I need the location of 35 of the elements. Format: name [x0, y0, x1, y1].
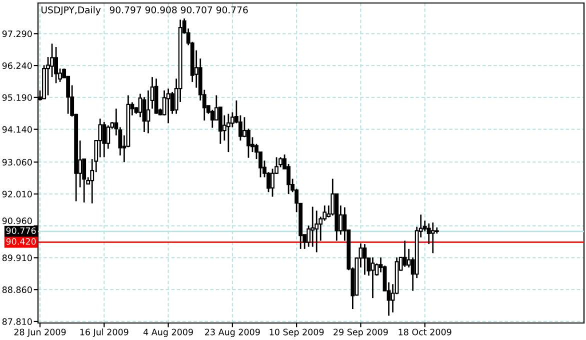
candlestick [102, 121, 106, 158]
y-tick-label: 95.190 [2, 94, 32, 101]
y-tick-label: 96.240 [2, 62, 32, 69]
y-tick-label: 88.860 [2, 286, 32, 294]
x-tick-label: 4 Aug 2009 [143, 328, 193, 338]
x-tick-label: 23 Aug 2009 [205, 328, 260, 338]
y-tick-label: 89.910 [2, 254, 32, 262]
candlestick [362, 243, 367, 276]
candlestick [314, 210, 319, 253]
candlestick [98, 118, 102, 158]
y-tick-label: 87.810 [2, 318, 32, 325]
candlestick [246, 128, 250, 159]
x-tick-label: 18 Oct 2009 [398, 328, 452, 336]
candlestick [106, 124, 110, 150]
y-tick-label: 93.060 [2, 158, 32, 166]
candlestick [54, 46, 58, 84]
y-tick-label: 94.140 [2, 126, 32, 133]
ref-line-label: 90.776 [6, 227, 36, 234]
candlestick [402, 240, 407, 268]
y-tick-label: 97.290 [2, 30, 32, 38]
y-tick-label: 90.960 [2, 218, 32, 224]
chart-subtitle: 90.797 90.908 90.707 90.776 [110, 6, 248, 14]
candlestick [270, 168, 274, 198]
candlestick [430, 222, 435, 254]
candlestick [166, 88, 170, 124]
candlestick [370, 256, 375, 299]
chart-title: USDJPY,Daily [42, 6, 101, 16]
x-tick-label: 28 Jun 2009 [14, 328, 66, 337]
x-tick-label: 16 Jul 2009 [80, 328, 128, 337]
ref-line-label: 90.420 [6, 238, 36, 245]
x-tick-label: 29 Sep 2009 [334, 328, 388, 338]
candlestick [226, 113, 230, 153]
y-tick-label: 92.010 [2, 190, 32, 198]
candlestick [210, 109, 214, 128]
x-tick-label: 10 Sep 2009 [270, 328, 324, 338]
